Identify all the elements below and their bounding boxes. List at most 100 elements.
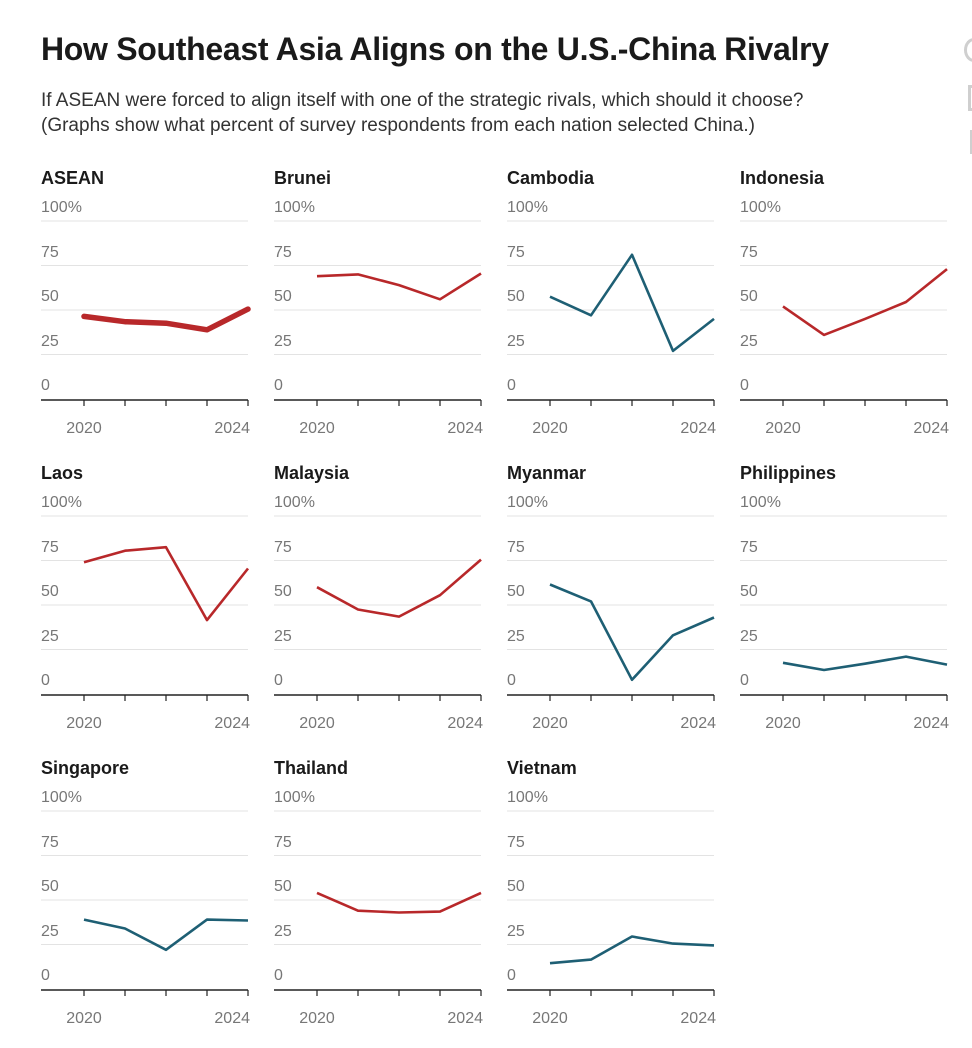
y-tick-label: 0	[41, 377, 50, 394]
chart-title: Indonesia	[740, 168, 825, 188]
data-point[interactable]	[901, 297, 911, 307]
data-point[interactable]	[435, 294, 445, 304]
data-point[interactable]	[243, 915, 253, 925]
y-tick-label: 50	[41, 878, 59, 895]
line-chart: 100% 75 50 25 0 2020 2024	[507, 494, 719, 732]
y-tick-label: 50	[740, 288, 758, 305]
data-point[interactable]	[161, 542, 171, 552]
data-point[interactable]	[353, 906, 363, 916]
chart-panel: Myanmar 100% 75 50 25 0 2020 2024	[507, 463, 716, 753]
data-point[interactable]	[435, 590, 445, 600]
data-point[interactable]	[243, 564, 253, 574]
data-point[interactable]	[586, 310, 596, 320]
data-point[interactable]	[243, 304, 253, 314]
line-chart: 100% 75 50 25 0 2020 2024	[41, 199, 253, 437]
y-tick-label: 0	[507, 967, 516, 984]
series-line	[782, 655, 948, 672]
data-point[interactable]	[353, 269, 363, 279]
data-point[interactable]	[545, 958, 555, 968]
data-point[interactable]	[778, 301, 788, 311]
y-tick-label: 75	[740, 539, 758, 556]
y-tick-label: 75	[507, 834, 525, 851]
subtitle-line: If ASEAN were forced to align itself wit…	[41, 90, 804, 111]
data-point[interactable]	[942, 660, 952, 670]
data-point[interactable]	[435, 907, 445, 917]
y-tick-label: 0	[274, 377, 283, 394]
y-tick-label: 25	[507, 628, 525, 645]
download-icon[interactable]	[970, 130, 972, 154]
y-tick-label: 0	[41, 967, 50, 984]
y-tick-label: 25	[41, 333, 59, 350]
y-tick-label: 25	[274, 333, 292, 350]
data-point[interactable]	[778, 658, 788, 668]
data-point[interactable]	[312, 271, 322, 281]
data-point[interactable]	[709, 314, 719, 324]
data-point[interactable]	[545, 580, 555, 590]
data-point[interactable]	[668, 939, 678, 949]
line-chart: 100% 75 50 25 0 2020 2024	[41, 789, 253, 1027]
data-point[interactable]	[819, 665, 829, 675]
data-point[interactable]	[353, 604, 363, 614]
data-point[interactable]	[942, 264, 952, 274]
data-point[interactable]	[668, 346, 678, 356]
y-tick-label: 25	[274, 628, 292, 645]
embed-icon[interactable]	[968, 85, 972, 111]
data-point[interactable]	[79, 557, 89, 567]
data-point[interactable]	[627, 931, 637, 941]
y-tick-label: 25	[507, 333, 525, 350]
data-point[interactable]	[627, 250, 637, 260]
data-point[interactable]	[476, 555, 486, 565]
data-point[interactable]	[860, 659, 870, 669]
y-tick-label: 25	[740, 333, 758, 350]
data-point[interactable]	[709, 940, 719, 950]
data-point[interactable]	[901, 652, 911, 662]
data-point[interactable]	[394, 907, 404, 917]
y-tick-label: 50	[41, 583, 59, 600]
chart-panel: Cambodia 100% 75 50 25 0 2020 2024	[507, 168, 716, 458]
series-line	[316, 558, 482, 618]
y-tick-label: 0	[740, 672, 749, 689]
chart-panel: Singapore 100% 75 50 25 0 2020 2024	[41, 758, 250, 1048]
x-tick-label: 2020	[66, 420, 102, 437]
chart-panel: Vietnam 100% 75 50 25 0 2020 2024	[507, 758, 716, 1048]
chart-panel: Brunei 100% 75 50 25 0 2020 2024	[274, 168, 483, 458]
data-point[interactable]	[202, 915, 212, 925]
data-point[interactable]	[476, 888, 486, 898]
page-title: How Southeast Asia Aligns on the U.S.-Ch…	[41, 31, 829, 67]
data-point[interactable]	[79, 311, 89, 321]
x-tick-label: 2024	[913, 420, 949, 437]
data-point[interactable]	[819, 330, 829, 340]
data-point[interactable]	[120, 923, 130, 933]
y-tick-label: 50	[41, 288, 59, 305]
data-point[interactable]	[120, 546, 130, 556]
data-point[interactable]	[79, 915, 89, 925]
line-chart: 100% 75 50 25 0 2020 2024	[274, 199, 486, 437]
data-point[interactable]	[586, 955, 596, 965]
data-point[interactable]	[476, 269, 486, 279]
chart-title: Myanmar	[507, 463, 587, 483]
data-point[interactable]	[394, 280, 404, 290]
y-tick-label: 100%	[507, 789, 548, 806]
chart-panel: Malaysia 100% 75 50 25 0 2020 2024	[274, 463, 483, 753]
data-point[interactable]	[312, 888, 322, 898]
data-point[interactable]	[545, 292, 555, 302]
data-point[interactable]	[709, 612, 719, 622]
data-point[interactable]	[860, 314, 870, 324]
data-point[interactable]	[161, 945, 171, 955]
data-point[interactable]	[312, 582, 322, 592]
data-point[interactable]	[668, 630, 678, 640]
data-point[interactable]	[202, 615, 212, 625]
y-tick-label: 0	[507, 377, 516, 394]
data-point[interactable]	[586, 596, 596, 606]
data-point[interactable]	[120, 317, 130, 327]
chart-panel: Thailand 100% 75 50 25 0 2020 2024	[274, 758, 483, 1048]
y-tick-label: 100%	[740, 199, 781, 216]
data-point[interactable]	[627, 675, 637, 685]
line-chart: 100% 75 50 25 0 2020 2024	[740, 494, 952, 732]
chart-panel: Indonesia 100% 75 50 25 0 2020 2024	[740, 168, 949, 458]
y-tick-label: 75	[507, 539, 525, 556]
data-point[interactable]	[161, 318, 171, 328]
chart-title: Singapore	[41, 758, 130, 778]
data-point[interactable]	[202, 325, 212, 335]
data-point[interactable]	[394, 612, 404, 622]
